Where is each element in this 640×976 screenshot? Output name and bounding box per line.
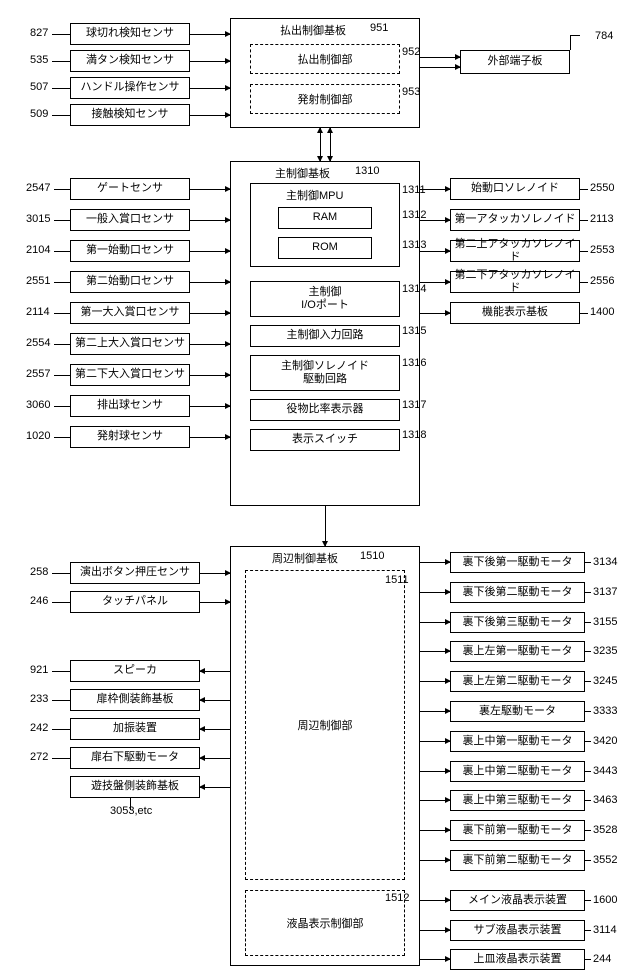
out-272: 扉右下駆動モータ bbox=[70, 747, 200, 769]
num-2551: 2551 bbox=[26, 275, 50, 287]
sensor-509: 接触検知センサ bbox=[70, 104, 190, 126]
out-4: 遊技盤側装飾基板 bbox=[70, 776, 200, 798]
in-258: 演出ボタン押圧センサ bbox=[70, 562, 200, 584]
num-2553: 2553 bbox=[590, 244, 614, 256]
sensor-1020: 発射球センサ bbox=[70, 426, 190, 448]
motor-3333: 裏左駆動モータ bbox=[450, 701, 585, 722]
launch-ctrl: 発射制御部 bbox=[250, 84, 400, 114]
out-1400: 機能表示基板 bbox=[450, 302, 580, 324]
motor-3134: 裏下後第一駆動モータ bbox=[450, 552, 585, 573]
sensor-2557: 第二下大入賞口センサ bbox=[70, 364, 190, 386]
ext-num: 784 bbox=[595, 30, 613, 42]
main-num: 1310 bbox=[355, 165, 379, 177]
num-2550: 2550 bbox=[590, 182, 614, 194]
motor-3245: 裏上左第二駆動モータ bbox=[450, 671, 585, 692]
disp-sw: 表示スイッチ bbox=[250, 429, 400, 451]
rom: ROM bbox=[278, 237, 372, 259]
lcd-244: 上皿液晶表示装置 bbox=[450, 949, 585, 970]
num-2554: 2554 bbox=[26, 337, 50, 349]
num-2547: 2547 bbox=[26, 182, 50, 194]
sensor-827: 球切れ検知センサ bbox=[70, 23, 190, 45]
sensor-2104: 第一始動口センサ bbox=[70, 240, 190, 262]
payout-num: 951 bbox=[370, 22, 388, 34]
out-242: 加振装置 bbox=[70, 718, 200, 740]
payout-title: 払出制御基板 bbox=[280, 22, 346, 38]
num-2557: 2557 bbox=[26, 368, 50, 380]
bot-note: 3053,etc bbox=[110, 805, 152, 817]
out-2550: 始動口ソレノイド bbox=[450, 178, 580, 200]
num-1020: 1020 bbox=[26, 430, 50, 442]
sensor-2551: 第二始動口センサ bbox=[70, 271, 190, 293]
main-io: 主制御I/Oポート bbox=[250, 281, 400, 317]
lcd-1600: メイン液晶表示装置 bbox=[450, 890, 585, 911]
motor-3137: 裏下後第二駆動モータ bbox=[450, 582, 585, 603]
ram: RAM bbox=[278, 207, 372, 229]
num-507: 507 bbox=[30, 81, 48, 93]
num-2104: 2104 bbox=[26, 244, 50, 256]
sensor-535: 満タン検知センサ bbox=[70, 50, 190, 72]
sensor-2547: ゲートセンサ bbox=[70, 178, 190, 200]
ext-terminal: 外部端子板 bbox=[460, 50, 570, 74]
sensor-507: ハンドル操作センサ bbox=[70, 77, 190, 99]
motor-3443: 裏上中第二駆動モータ bbox=[450, 761, 585, 782]
out-2553: 第二上アタッカソレノイド bbox=[450, 240, 580, 262]
peri-ctrl: 周辺制御部 bbox=[245, 570, 405, 880]
motor-3528: 裏下前第一駆動モータ bbox=[450, 820, 585, 841]
out-2556: 第二下アタッカソレノイド bbox=[450, 271, 580, 293]
num-509: 509 bbox=[30, 108, 48, 120]
ratio: 役物比率表示器 bbox=[250, 399, 400, 421]
num-3060: 3060 bbox=[26, 399, 50, 411]
motor-3155: 裏下後第三駆動モータ bbox=[450, 612, 585, 633]
lcd-3114: サブ液晶表示装置 bbox=[450, 920, 585, 941]
lcd-ctrl: 液晶表示制御部 bbox=[245, 890, 405, 956]
motor-3463: 裏上中第三駆動モータ bbox=[450, 790, 585, 811]
out-921: スピーカ bbox=[70, 660, 200, 682]
motor-3420: 裏上中第一駆動モータ bbox=[450, 731, 585, 752]
num-2113: 2113 bbox=[590, 213, 614, 225]
main-in: 主制御入力回路 bbox=[250, 325, 400, 347]
payout-ctrl: 払出制御部 bbox=[250, 44, 400, 74]
sensor-2554: 第二上大入賞口センサ bbox=[70, 333, 190, 355]
num-3015: 3015 bbox=[26, 213, 50, 225]
num-535: 535 bbox=[30, 54, 48, 66]
in-246: タッチパネル bbox=[70, 591, 200, 613]
out-2113: 第一アタッカソレノイド bbox=[450, 209, 580, 231]
main-title: 主制御基板 bbox=[275, 165, 330, 181]
main-sol: 主制御ソレノイド駆動回路 bbox=[250, 355, 400, 391]
num-827: 827 bbox=[30, 27, 48, 39]
num-1400: 1400 bbox=[590, 306, 614, 318]
out-233: 扉枠側装飾基板 bbox=[70, 689, 200, 711]
motor-3552: 裏下前第二駆動モータ bbox=[450, 850, 585, 871]
sensor-3015: 一般入賞口センサ bbox=[70, 209, 190, 231]
num-2114: 2114 bbox=[26, 306, 50, 318]
sensor-3060: 排出球センサ bbox=[70, 395, 190, 417]
sensor-2114: 第一大入賞口センサ bbox=[70, 302, 190, 324]
num-2556: 2556 bbox=[590, 275, 614, 287]
motor-3235: 裏上左第一駆動モータ bbox=[450, 641, 585, 662]
